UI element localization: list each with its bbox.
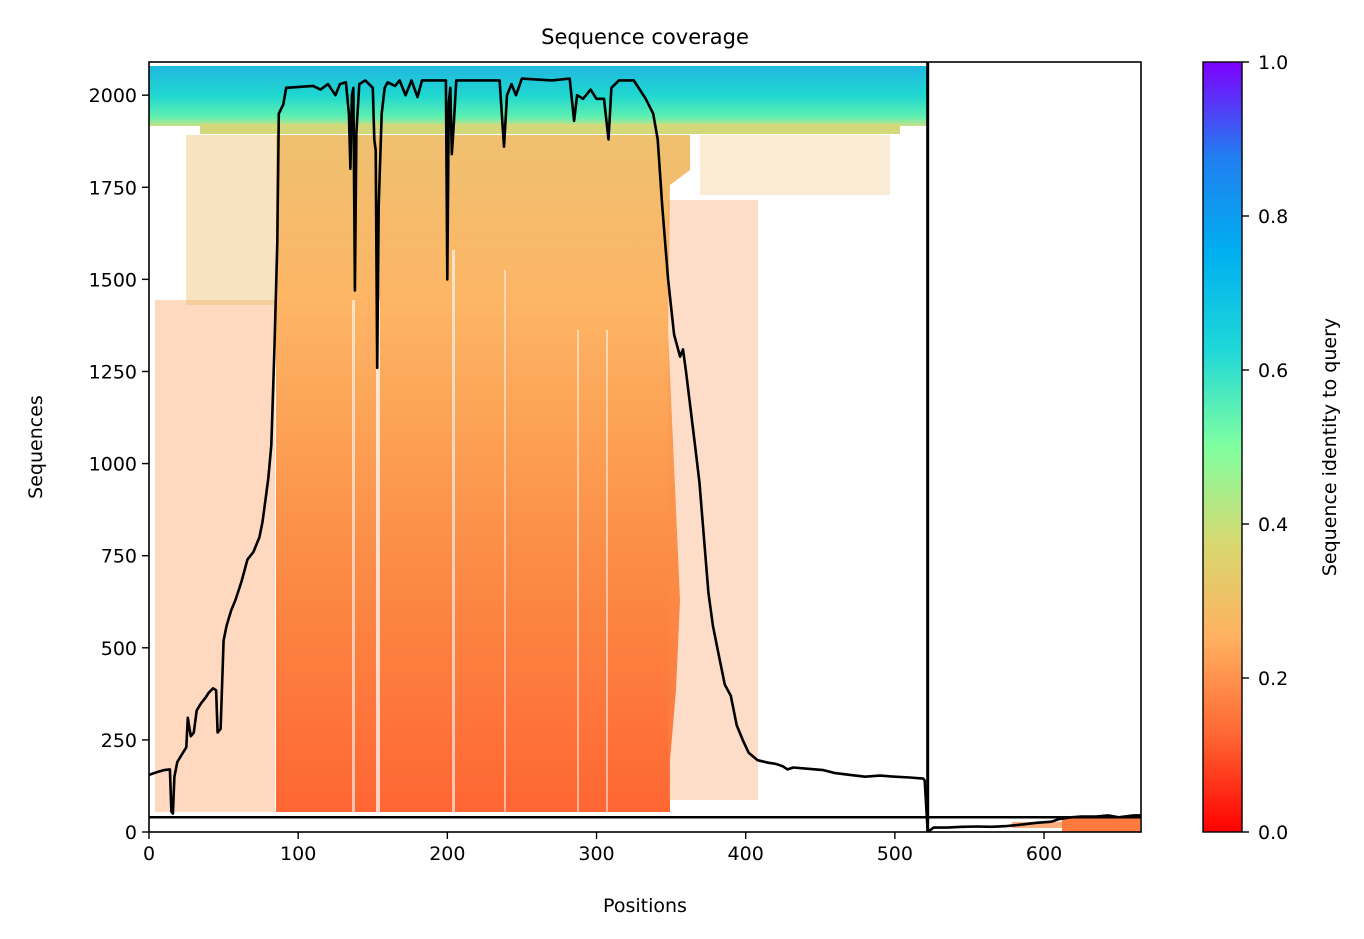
y-tick-label: 1000 <box>89 454 137 476</box>
y-tick-label: 2000 <box>89 85 137 107</box>
y-tick-label: 1500 <box>89 269 137 291</box>
x-tick-label: 400 <box>728 843 764 865</box>
heatmap-right-region <box>1062 818 1140 832</box>
plot-area <box>148 61 1142 833</box>
y-tick-label: 1250 <box>89 361 137 383</box>
coverage-line <box>149 77 1141 832</box>
y-tick-label: 500 <box>101 638 137 660</box>
heatmap-left-tails <box>155 300 275 812</box>
x-tick-label: 0 <box>143 843 155 865</box>
colorbar-gradient <box>1203 62 1242 832</box>
heatmap-top-band <box>149 66 929 126</box>
plot-frame <box>148 61 1142 833</box>
heatmap-gap <box>577 330 579 812</box>
y-tick-label: 750 <box>101 546 137 568</box>
y-tick-label: 1750 <box>89 177 137 199</box>
y-axis-label: Sequences <box>25 395 47 499</box>
y-tick-label: 0 <box>125 822 137 844</box>
heatmap-main-block <box>276 135 690 812</box>
x-axis-label: Positions <box>603 895 687 917</box>
colorbar-tick-label: 0.8 <box>1258 206 1288 228</box>
colorbar-tick-label: 1.0 <box>1258 52 1288 74</box>
colorbar-ticks: 0.0 0.2 0.4 0.6 0.8 1.0 <box>1242 52 1288 844</box>
x-tick-label: 100 <box>280 843 316 865</box>
y-tick-label: 250 <box>101 730 137 752</box>
chart-title: Sequence coverage <box>541 25 749 49</box>
heatmap-right-region-thin <box>1012 822 1062 828</box>
x-tick-label: 500 <box>877 843 913 865</box>
x-axis-ticks: 0 100 200 300 400 500 600 <box>143 832 1062 865</box>
colorbar-tick-label: 0.4 <box>1258 514 1288 536</box>
colorbar: 0.0 0.2 0.4 0.6 0.8 1.0 Sequence identity to … <box>1202 52 1341 844</box>
heatmap-gap <box>606 330 608 812</box>
heatmap-gap <box>376 300 380 812</box>
x-tick-label: 300 <box>578 843 614 865</box>
heatmap-right-tails <box>668 200 758 800</box>
x-tick-label: 200 <box>429 843 465 865</box>
heatmap-top-fringe <box>200 124 900 134</box>
x-tick-label: 600 <box>1026 843 1062 865</box>
heatmap-left-tails-upper <box>186 135 276 305</box>
colorbar-frame <box>1202 61 1243 833</box>
colorbar-tick-label: 0.0 <box>1258 822 1288 844</box>
colorbar-label: Sequence identity to query <box>1319 318 1341 576</box>
heatmap-gap <box>504 270 506 812</box>
colorbar-tick-label: 0.6 <box>1258 360 1288 382</box>
heatmap-gap <box>352 300 355 812</box>
colorbar-tick-label: 0.2 <box>1258 668 1288 690</box>
y-axis-ticks: 0 250 500 750 1000 1250 1500 1750 2000 <box>89 85 149 844</box>
heatmap-gap <box>452 250 455 812</box>
heatmap-right-tails-far <box>700 135 890 195</box>
